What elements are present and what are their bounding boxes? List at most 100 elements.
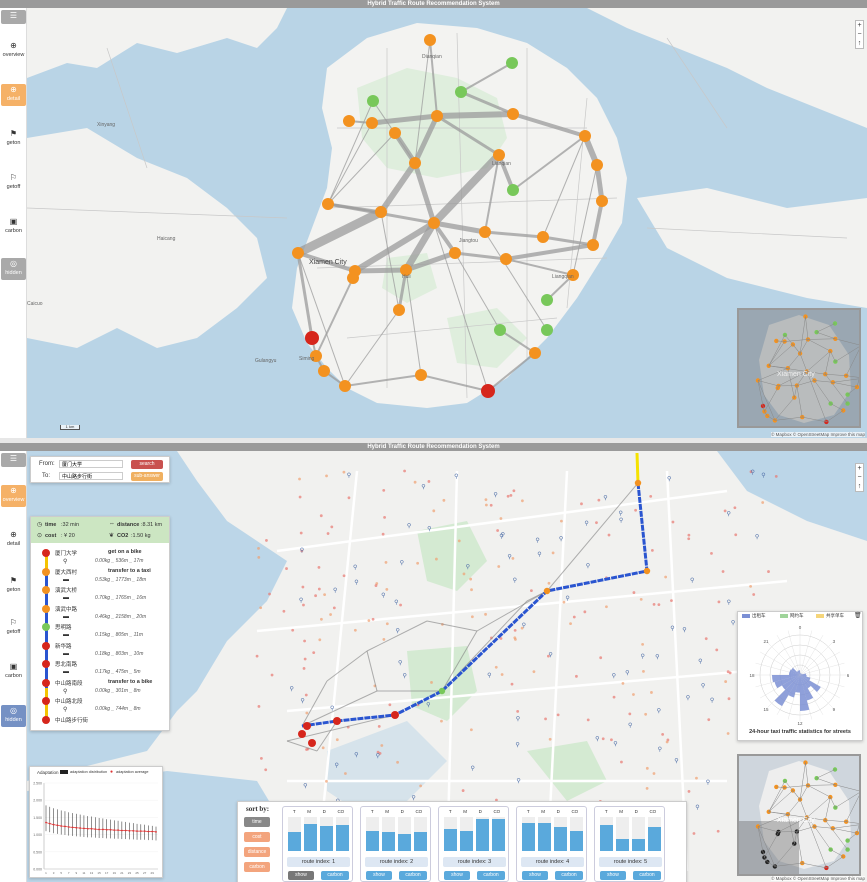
sidebar-item-detail[interactable]: ⊕ detail bbox=[1, 84, 26, 106]
show-route-button[interactable]: show bbox=[522, 871, 548, 880]
legend-taxi: 出租车 bbox=[752, 613, 766, 618]
station-dot bbox=[320, 617, 323, 621]
route-segment-detail: 0.17kg _ 475m _ 5m bbox=[95, 669, 141, 675]
sidebar-item-geton[interactable]: ⚑ geton bbox=[1, 128, 26, 150]
route-candidate-card[interactable]: T M D CO route index: 4 show carbon bbox=[516, 806, 587, 882]
carbon-route-button[interactable]: carbon bbox=[321, 871, 349, 880]
station-dot bbox=[641, 642, 645, 646]
zoom-out-button[interactable]: − bbox=[857, 31, 862, 38]
compass-button[interactable]: ↑ bbox=[857, 40, 862, 47]
sidebar-item-hidden[interactable]: ◎ hidden bbox=[1, 705, 26, 727]
network-edge bbox=[344, 374, 422, 387]
sidebar-item-overview[interactable]: ⊕ overview bbox=[1, 485, 26, 507]
metric-bar-track bbox=[647, 817, 661, 851]
carbon-route-button[interactable]: carbon bbox=[399, 871, 427, 880]
sub-answer-button[interactable]: sub-answer bbox=[131, 472, 163, 481]
taxi-icon: ▬ bbox=[63, 613, 69, 620]
carbon-route-button[interactable]: carbon bbox=[477, 871, 505, 880]
menu-button[interactable]: ☰ bbox=[1, 10, 26, 24]
sidebar-item-carbon[interactable]: ▣ carbon bbox=[1, 216, 26, 238]
y-tick-label: 2.000 bbox=[33, 799, 42, 803]
station-dot bbox=[257, 705, 261, 708]
route-candidate-card[interactable]: T M D CO route index: 1 show carbon bbox=[282, 806, 353, 882]
sort-time-button[interactable]: time bbox=[244, 817, 270, 827]
route-stop-dot[interactable] bbox=[42, 623, 50, 631]
detail-map[interactable]: ⚲ ⚲ ⚲ ⚲ ⚲ ⚲ ⚲ ⚲ ⚲ ⚲ ⚲ ⚲ ⚲ ⚲ ⚲ ⚲ ⚲ ⚲ ⚲ ⚲ ⚲ ⚲ ⚲ ⚲ ⚲ ⚲ ⚲ ⚲ ⚲ ⚲ ⚲ ⚲ ⚲ ⚲ ⚲ ⚲ ⚲ ⚲ ⚲ ⚲… bbox=[27, 451, 867, 882]
network-node bbox=[343, 115, 355, 127]
route-stop-dot[interactable] bbox=[42, 660, 50, 668]
zoom-out-button[interactable]: − bbox=[857, 474, 862, 481]
carbon-route-button[interactable]: carbon bbox=[633, 871, 661, 880]
station-dot bbox=[325, 779, 328, 783]
sidebar-item-geton[interactable]: ⚑ geton bbox=[1, 575, 26, 597]
sort-carbon-button[interactable]: carbon bbox=[244, 862, 270, 872]
station-dot bbox=[717, 600, 721, 604]
bike-icon: ⚲ bbox=[603, 494, 607, 501]
sidebar-item-detail[interactable]: ⊕ detail bbox=[1, 529, 26, 551]
bike-icon: ⚲ bbox=[63, 688, 68, 695]
from-input[interactable] bbox=[59, 460, 123, 468]
sidebar-item-getoff[interactable]: ⚐ getoff bbox=[1, 172, 26, 194]
sidebar-item-overview[interactable]: ⊕ overview bbox=[2, 41, 25, 58]
show-route-button[interactable]: show bbox=[288, 871, 314, 880]
station-dot bbox=[620, 760, 623, 764]
overview-minimap[interactable]: Xiamen City bbox=[737, 308, 861, 428]
station-dot bbox=[645, 786, 649, 790]
route-stop-dot[interactable] bbox=[42, 567, 50, 576]
to-input[interactable] bbox=[59, 472, 123, 480]
route-candidate-card[interactable]: T M D CO route index: 3 show carbon bbox=[438, 806, 509, 882]
minimap-edge bbox=[764, 857, 768, 863]
minimap-edge bbox=[757, 367, 788, 381]
polar-spoke bbox=[755, 674, 801, 688]
station-dot bbox=[257, 546, 260, 550]
station-dot bbox=[670, 599, 673, 603]
route-candidate-card[interactable]: T M D CO route index: 5 show carbon bbox=[594, 806, 665, 882]
show-route-button[interactable]: show bbox=[366, 871, 392, 880]
overview-map[interactable]: Dianqian Xinyang Caicuo Haicang Gulangyu… bbox=[27, 8, 867, 438]
network-node bbox=[500, 253, 512, 265]
sidebar-item-carbon[interactable]: ▣ carbon bbox=[1, 661, 26, 683]
zoom-in-button[interactable]: + bbox=[857, 22, 862, 29]
zoom-in-button[interactable]: + bbox=[857, 465, 862, 472]
route-stop-dot[interactable] bbox=[42, 604, 50, 613]
sort-distance-button[interactable]: distance bbox=[244, 847, 270, 857]
sort-cost-button[interactable]: cost bbox=[244, 832, 270, 842]
route-stop-dot[interactable] bbox=[42, 586, 50, 594]
route-stop-dot[interactable] bbox=[42, 715, 50, 724]
compass-button[interactable]: ↑ bbox=[857, 483, 862, 490]
minimap-edge bbox=[807, 339, 831, 352]
zoom-icon: ⊕ bbox=[10, 530, 17, 539]
carbon-route-button[interactable]: carbon bbox=[555, 871, 583, 880]
station-dot bbox=[301, 585, 305, 589]
route-candidate-card[interactable]: T M D CO route index: 2 show carbon bbox=[360, 806, 431, 882]
candidate-edge bbox=[441, 630, 478, 692]
zoom-control[interactable]: + − ↑ bbox=[855, 463, 864, 492]
trash-icon[interactable]: 🗑 bbox=[854, 613, 862, 619]
network-node bbox=[455, 86, 467, 98]
sidebar-item-getoff[interactable]: ⚐ getoff bbox=[1, 617, 26, 639]
route-stop-dot[interactable] bbox=[42, 697, 50, 705]
station-dot bbox=[399, 603, 402, 607]
network-node bbox=[579, 130, 591, 142]
route-stop-dot[interactable] bbox=[42, 549, 50, 557]
map-attribution[interactable]: © Mapbox © OpenStreetMap Improve this ma… bbox=[771, 432, 865, 437]
route-stop-dot[interactable] bbox=[42, 641, 50, 650]
metric-bar-track bbox=[522, 817, 536, 851]
minimap-edge bbox=[807, 784, 836, 786]
place-label: Huli bbox=[402, 274, 411, 280]
minimap-viewport[interactable] bbox=[739, 821, 799, 874]
detail-minimap[interactable]: Xiamen City bbox=[737, 754, 861, 876]
search-button[interactable]: search bbox=[131, 460, 163, 469]
metric-bar-track bbox=[366, 817, 380, 851]
menu-button[interactable]: ☰ bbox=[1, 453, 26, 467]
minimap-edge bbox=[816, 331, 836, 340]
show-route-button[interactable]: show bbox=[444, 871, 470, 880]
station-dot bbox=[650, 548, 654, 552]
sidebar-item-hidden[interactable]: ◎ hidden bbox=[1, 258, 26, 280]
network-edge bbox=[296, 207, 383, 258]
show-route-button[interactable]: show bbox=[600, 871, 626, 880]
zoom-control[interactable]: + − ↑ bbox=[855, 20, 864, 49]
route-stop-dot[interactable] bbox=[42, 678, 50, 687]
map-attribution[interactable]: © Mapbox © OpenStreetMap Improve this ma… bbox=[771, 876, 865, 881]
station-dot bbox=[403, 469, 406, 473]
